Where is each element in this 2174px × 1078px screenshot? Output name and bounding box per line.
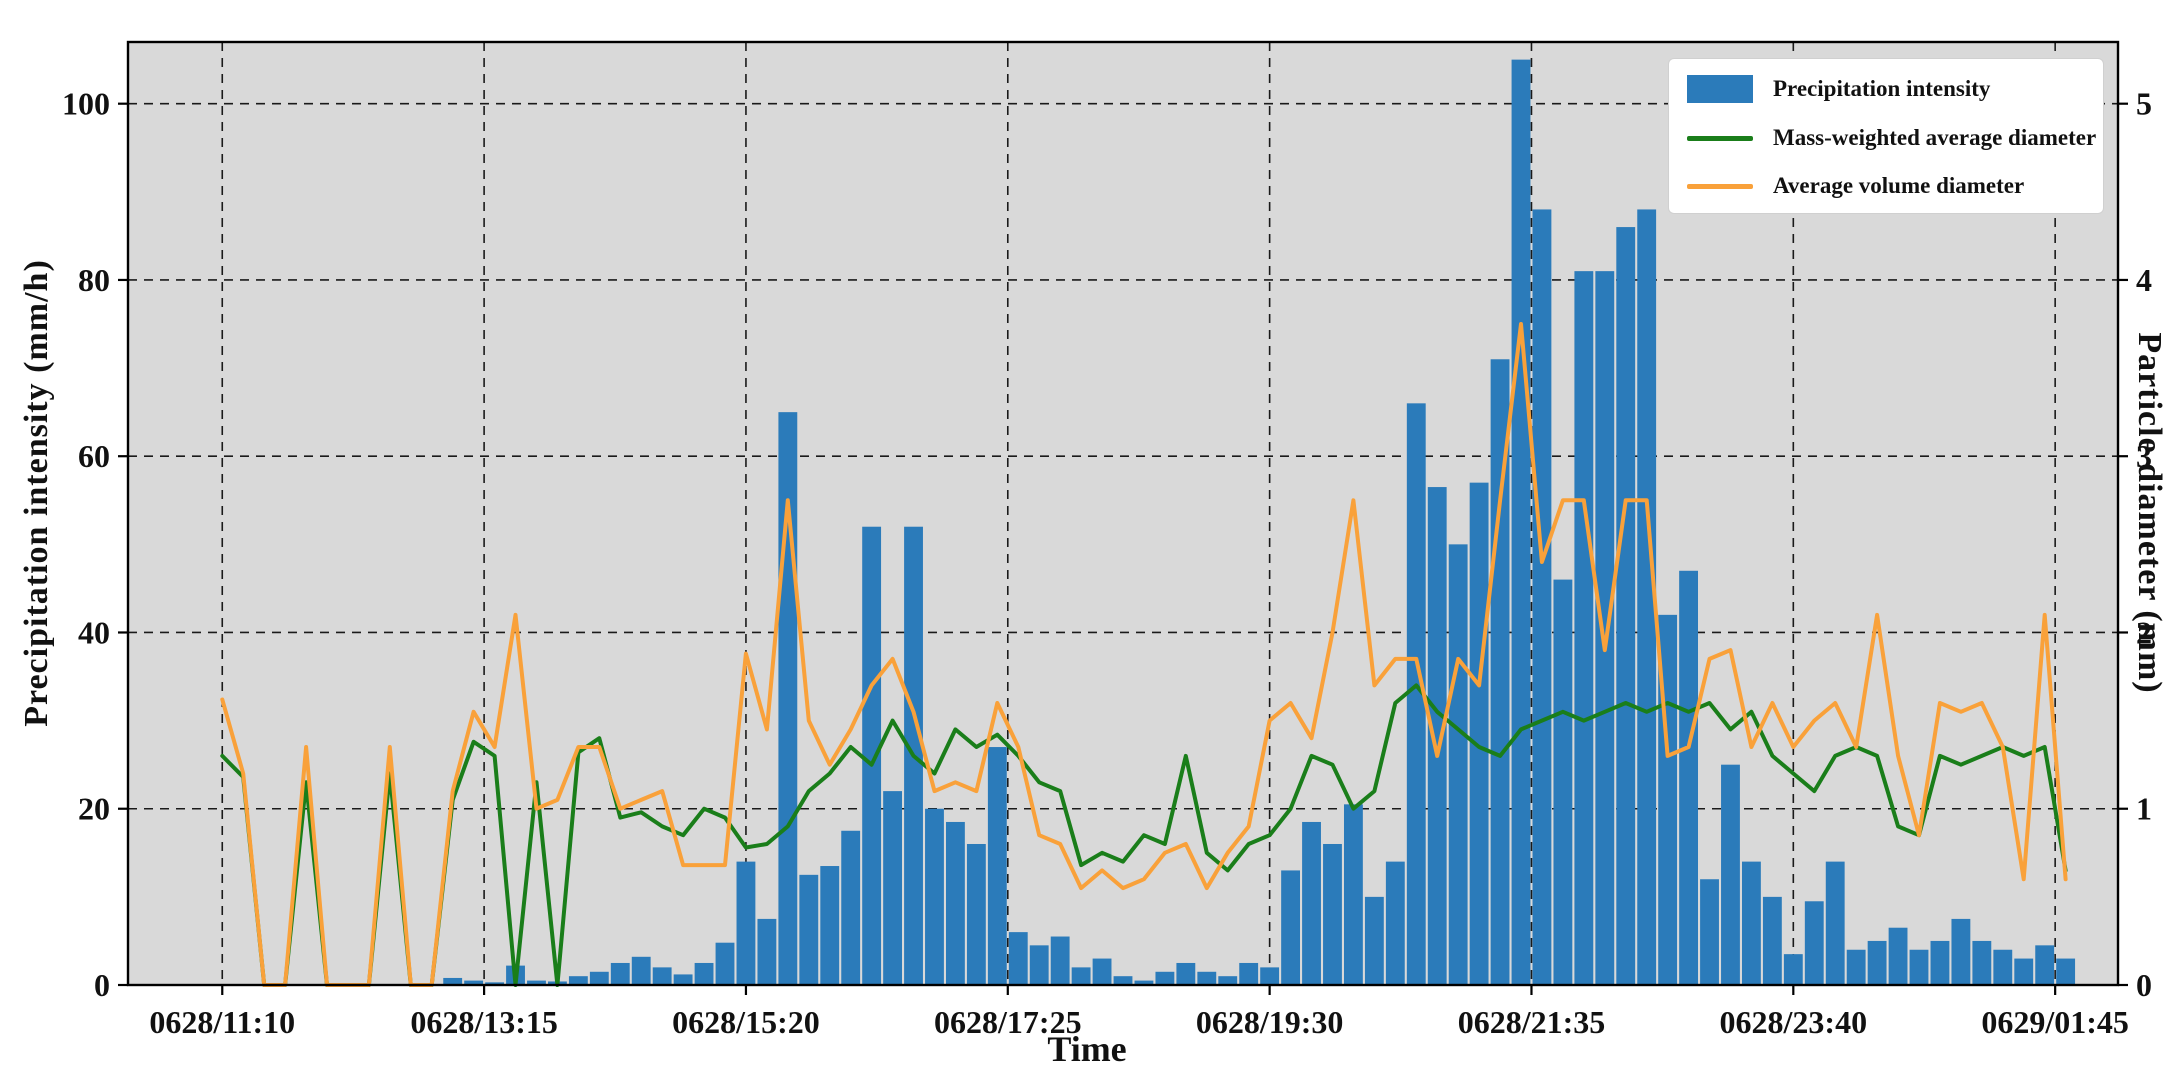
right-axis-title: Particle diameter (mm) — [2131, 332, 2168, 694]
y-right-tick-label: 0 — [2136, 967, 2152, 1003]
average-volume-diameter-swatch-icon — [1687, 183, 1753, 189]
y-left-tick-label: 40 — [78, 614, 110, 650]
tick-labels: 0628/11:10 0628/13:15 0628/15:20 0628/17:25… — [62, 86, 2152, 1040]
x-tick-label: 0628/23:40 — [1720, 1004, 1868, 1040]
y-left-tick-label: 100 — [62, 86, 110, 122]
y-right-tick-label: 1 — [2136, 791, 2152, 827]
y-right-tick-label: 3 — [2136, 438, 2152, 474]
y-left-tick-label: 80 — [78, 262, 110, 298]
legend-item-average-volume-diameter: Average volume diameter — [1687, 173, 2085, 199]
y-left-tick-label: 0 — [94, 967, 110, 1003]
plot-frame — [126, 40, 2120, 987]
y-left-tick-label: 20 — [78, 791, 110, 827]
x-tick-label: 0628/21:35 — [1458, 1004, 1606, 1040]
precipitation-swatch-icon — [1687, 75, 1753, 103]
x-tick-label: 0629/01:45 — [1981, 1004, 2129, 1040]
legend-item-mass-weighted-diameter: Mass-weighted average diameter — [1687, 125, 2096, 151]
precipitation-bars — [443, 59, 2076, 986]
y-left-tick-label: 60 — [78, 438, 110, 474]
x-tick-label: 0628/17:25 — [934, 1004, 1082, 1040]
x-tick-label: 0628/13:15 — [410, 1004, 558, 1040]
legend: Precipitation intensity Mass-weighted av… — [1668, 58, 2104, 214]
y-right-tick-label: 5 — [2136, 86, 2152, 122]
mass-weighted-diameter-line — [220, 683, 2068, 987]
legend-item-precipitation: Precipitation intensity — [1687, 75, 2085, 103]
legend-label-mass-weighted-diameter: Mass-weighted average diameter — [1773, 125, 2097, 150]
x-tick-label: 0628/15:20 — [672, 1004, 820, 1040]
legend-label-precipitation: Precipitation intensity — [1773, 76, 1991, 101]
y-right-tick-label: 2 — [2136, 614, 2152, 650]
average-volume-diameter-line — [220, 322, 2068, 987]
tick-marks — [118, 102, 2128, 995]
x-tick-label: 0628/19:30 — [1196, 1004, 1344, 1040]
x-axis-title: Time — [1047, 1029, 1127, 1069]
y-right-tick-label: 4 — [2136, 262, 2152, 298]
legend-label-average-volume-diameter: Average volume diameter — [1773, 173, 2025, 198]
grid-lines — [128, 42, 2118, 985]
mass-weighted-diameter-swatch-icon — [1687, 135, 1753, 141]
x-tick-label: 0628/11:10 — [149, 1004, 295, 1040]
left-axis-title: Precipitation intensity (mm/h) — [18, 259, 55, 727]
